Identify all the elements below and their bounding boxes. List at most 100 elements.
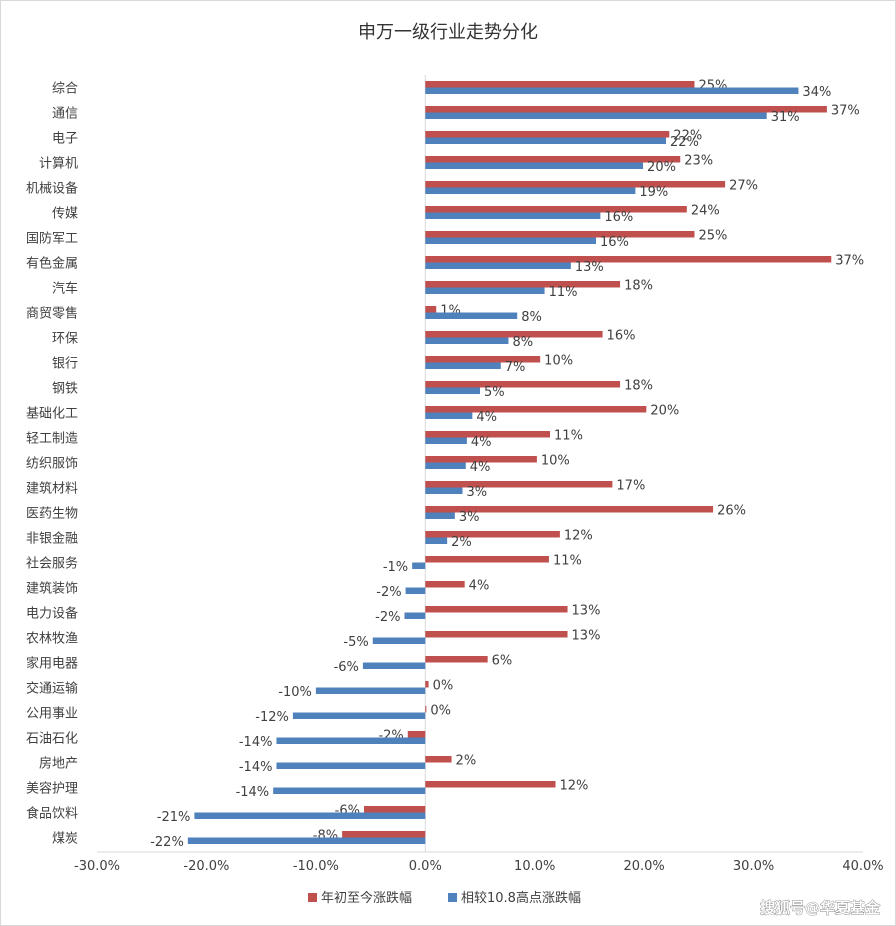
bar-since-peak: [362, 662, 426, 669]
category-label: 农林牧渔: [26, 632, 78, 647]
category-label: 交通运输: [26, 681, 78, 697]
bar-since-peak: [425, 212, 601, 219]
data-label-since-peak: -14%: [239, 735, 273, 750]
bar-ytd: [425, 356, 541, 363]
category-label: 建筑材料: [26, 481, 78, 497]
bar-since-peak: [425, 112, 767, 119]
data-label-ytd: 37%: [831, 103, 860, 118]
bar-since-peak: [425, 287, 545, 294]
bar-since-peak: [425, 387, 480, 394]
bar-ytd: [425, 131, 670, 138]
category-label: 电力设备: [26, 606, 78, 622]
bar-ytd: [425, 781, 556, 788]
bar-ytd: [364, 806, 426, 813]
category-label: 有色金属: [26, 256, 78, 272]
plot-area: -30.0% -20.0% -10.0% 0.0% 10.0% 20.0% 30.0% 40.…: [26, 75, 884, 874]
legend-swatch-since-peak: [448, 893, 457, 902]
data-label-ytd: 23%: [684, 153, 713, 168]
category-label: 轻工制造: [26, 432, 78, 447]
data-label-since-peak: 5%: [484, 385, 505, 400]
data-label-since-peak: -22%: [150, 835, 184, 850]
data-label-ytd: 18%: [624, 278, 653, 293]
x-tick-label: 10.0%: [514, 859, 555, 874]
bar-ytd: [425, 406, 647, 413]
data-label-since-peak: -2%: [375, 610, 400, 625]
category-label: 石油石化: [26, 732, 78, 747]
data-label-ytd: 25%: [698, 228, 727, 243]
data-label-since-peak: 22%: [670, 135, 699, 150]
category-label: 煤炭: [52, 832, 78, 847]
bar-ytd: [425, 756, 452, 763]
bar-since-peak: [372, 637, 426, 644]
category-label: 美容护理: [26, 781, 78, 797]
bar-ytd: [425, 306, 437, 313]
data-label-since-peak: 3%: [459, 510, 480, 525]
bar-ytd: [425, 506, 714, 513]
data-label-ytd: 11%: [553, 553, 582, 568]
bar-ytd: [425, 581, 465, 588]
category-label: 钢铁: [52, 382, 78, 397]
data-label-ytd: 18%: [624, 378, 653, 393]
data-label-since-peak: 16%: [600, 235, 629, 250]
data-label-ytd: 26%: [717, 503, 746, 518]
bar-ytd: [407, 731, 426, 738]
category-label: 环保: [52, 332, 78, 347]
category-label: 公用事业: [26, 707, 78, 722]
data-label-ytd: 2%: [456, 753, 477, 768]
bar-ytd: [425, 481, 613, 488]
category-label: 传媒: [52, 207, 78, 222]
category-label: 建筑装饰: [26, 581, 78, 597]
category-label: 食品饮料: [26, 806, 78, 822]
data-label-since-peak: 16%: [604, 210, 633, 225]
data-label-ytd: 10%: [544, 353, 573, 368]
data-label-since-peak: -14%: [236, 785, 270, 800]
bar-ytd: [425, 606, 568, 613]
category-label: 社会服务: [26, 556, 78, 572]
data-label-ytd: 12%: [560, 778, 589, 793]
bar-since-peak: [425, 187, 636, 194]
x-tick-label: 20.0%: [623, 859, 664, 874]
bar-since-peak: [315, 687, 426, 694]
bar-ytd: [425, 281, 621, 288]
bar-ytd: [342, 831, 426, 838]
data-label-ytd: 17%: [616, 478, 645, 493]
bar-since-peak: [273, 787, 426, 794]
bar-since-peak: [276, 737, 426, 744]
data-label-since-peak: -6%: [334, 660, 359, 675]
category-label: 家用电器: [26, 656, 78, 672]
data-label-since-peak: 11%: [549, 285, 578, 300]
x-tick-label: -20.0%: [183, 859, 229, 874]
category-label: 综合: [52, 82, 78, 97]
data-label-since-peak: 8%: [521, 310, 542, 325]
bar-ytd: [425, 156, 681, 163]
data-label-since-peak: 4%: [470, 460, 491, 475]
category-label: 商贸零售: [26, 306, 78, 322]
data-label-since-peak: 19%: [639, 185, 668, 200]
data-label-since-peak: 8%: [512, 335, 533, 350]
x-tick-label: 30.0%: [733, 859, 774, 874]
category-label: 非银金融: [26, 531, 78, 547]
data-label-since-peak: 20%: [647, 160, 676, 175]
watermark: 搜狐号@华夏基金: [760, 899, 881, 917]
bar-since-peak: [425, 162, 644, 169]
data-label-since-peak: 4%: [471, 435, 492, 450]
legend-label-since-peak: 相较10.8高点涨跌幅: [461, 890, 581, 906]
legend-label-ytd: 年初至今涨跌幅: [321, 890, 412, 906]
data-label-ytd: 0%: [430, 703, 451, 718]
data-label-ytd: 4%: [469, 578, 490, 593]
data-label-ytd: 37%: [835, 253, 864, 268]
data-label-since-peak: 2%: [451, 535, 472, 550]
bar-ytd: [425, 106, 827, 113]
data-label-since-peak: -12%: [255, 710, 289, 725]
category-label: 电子: [52, 132, 78, 147]
data-label-ytd: 24%: [691, 203, 720, 218]
bar-ytd: [425, 381, 621, 388]
bar-since-peak: [425, 237, 596, 244]
data-label-since-peak: 7%: [505, 360, 526, 375]
data-label-ytd: 12%: [564, 528, 593, 543]
x-tick-label: 40.0%: [842, 859, 883, 874]
legend-swatch-ytd: [308, 893, 317, 902]
data-label-since-peak: 4%: [476, 410, 497, 425]
bar-since-peak: [276, 762, 426, 769]
category-label: 计算机: [39, 157, 78, 172]
